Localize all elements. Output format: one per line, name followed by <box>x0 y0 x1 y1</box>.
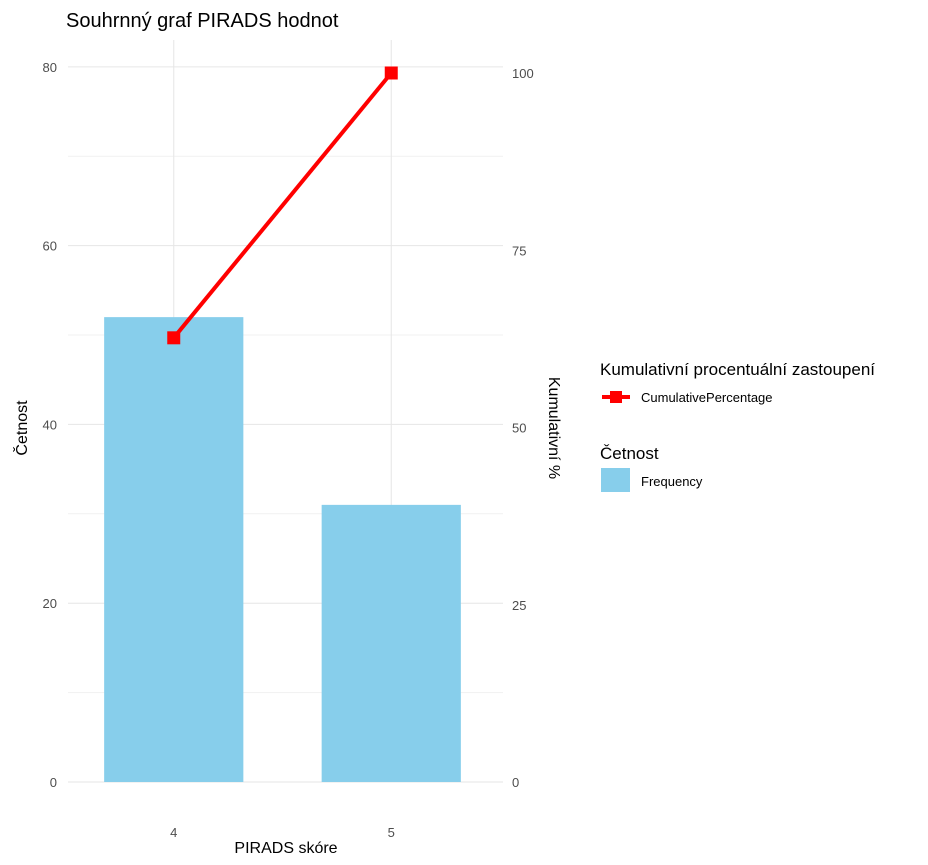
cumulative-point-4 <box>167 331 181 345</box>
y2-tick-label: 100 <box>512 66 534 81</box>
y2-tick-label: 50 <box>512 421 526 436</box>
bar-pirads-5 <box>321 504 461 782</box>
chart-title: Souhrnný graf PIRADS hodnot <box>66 10 339 32</box>
y-tick-label: 60 <box>43 239 57 254</box>
bar-pirads-4 <box>104 317 244 782</box>
y-tick-label: 40 <box>43 417 57 432</box>
axes: 0 20 40 60 80 0 25 50 75 100 4 5 <box>43 60 534 840</box>
bar-series <box>104 317 461 782</box>
y2-axis-title: Kumulativní % <box>545 377 562 479</box>
y-axis-title: Četnost <box>12 400 31 456</box>
legend-item-frequency: Frequency <box>601 468 703 492</box>
cumulative-line <box>172 71 393 340</box>
x-tick-label: 4 <box>170 825 177 840</box>
line-series <box>167 66 398 345</box>
y2-tick-label: 0 <box>512 775 519 790</box>
y-tick-label: 20 <box>43 596 57 611</box>
legend-square-marker <box>610 391 622 403</box>
legend-item-cumulative: CumulativePercentage <box>602 390 773 405</box>
y2-tick-label: 25 <box>512 598 526 613</box>
legend-bar-swatch <box>601 468 630 492</box>
y2-tick-label: 75 <box>512 243 526 258</box>
y-tick-label: 80 <box>43 60 57 75</box>
legend-title-frequency: Četnost <box>600 444 659 463</box>
x-axis-title: PIRADS skóre <box>234 840 337 857</box>
legend-label-cumulative: CumulativePercentage <box>641 390 773 405</box>
legend-title-cumulative: Kumulativní procentuální zastoupení <box>600 360 875 379</box>
legend: Kumulativní procentuální zastoupení Cumu… <box>600 360 875 492</box>
legend-label-frequency: Frequency <box>641 474 703 489</box>
cumulative-point-5 <box>384 66 398 80</box>
y-tick-label: 0 <box>50 775 57 790</box>
x-tick-label: 5 <box>388 825 395 840</box>
